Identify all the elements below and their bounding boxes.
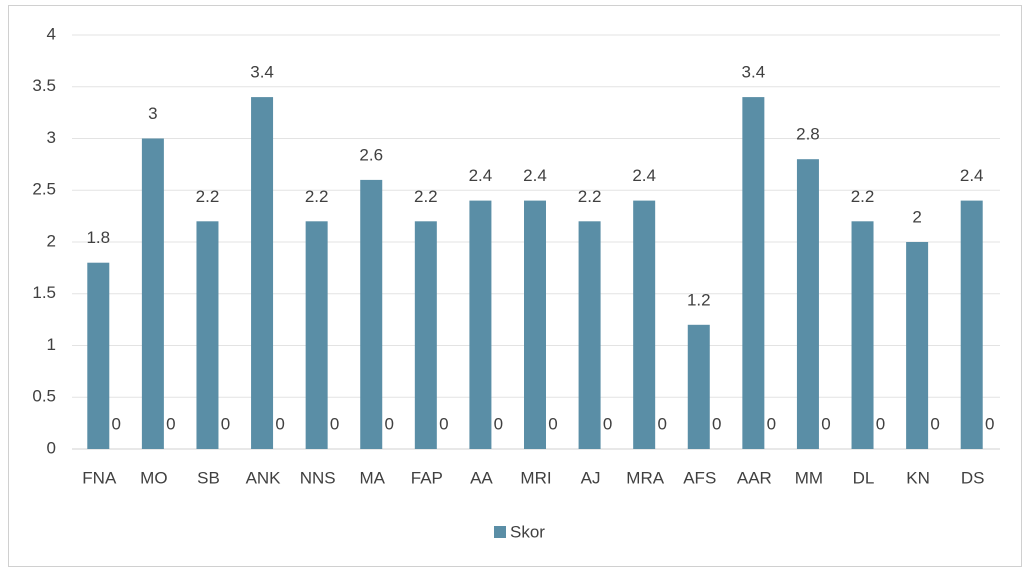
- y-tick-label: 2: [47, 231, 56, 250]
- data-label: 0: [821, 414, 830, 433]
- bar: [251, 97, 274, 449]
- bar: [196, 221, 219, 449]
- data-label: 2.4: [632, 166, 656, 185]
- data-label: 0: [657, 414, 666, 433]
- data-label: 2.2: [305, 187, 329, 206]
- data-label: 0: [603, 414, 612, 433]
- data-label: 0: [494, 414, 503, 433]
- bar: [687, 324, 710, 449]
- bar: [305, 221, 328, 449]
- data-label: 0: [985, 414, 994, 433]
- x-tick-label: MM: [795, 468, 823, 487]
- y-tick-label: 1: [47, 335, 56, 354]
- bar: [87, 262, 110, 449]
- data-label: 3.4: [742, 63, 766, 82]
- data-label: 2.2: [851, 187, 875, 206]
- data-label: 2: [912, 207, 921, 226]
- x-tick-label: FNA: [82, 468, 117, 487]
- legend-swatch: [494, 526, 506, 538]
- data-label: 0: [112, 414, 121, 433]
- x-tick-label: NNS: [300, 468, 336, 487]
- x-tick-label: MA: [359, 468, 385, 487]
- data-label: 0: [275, 414, 284, 433]
- y-tick-label: 3: [47, 128, 56, 147]
- data-label: 0: [330, 414, 339, 433]
- bar: [524, 200, 546, 449]
- data-label: 0: [439, 414, 448, 433]
- bar: [414, 221, 437, 449]
- x-tick-label: MO: [140, 468, 167, 487]
- x-tick-label: AFS: [683, 468, 716, 487]
- data-label: 0: [930, 414, 939, 433]
- x-tick-label: FAP: [411, 468, 443, 487]
- bar: [796, 159, 819, 449]
- x-tick-label: AAR: [737, 468, 772, 487]
- data-label: 2.4: [960, 166, 984, 185]
- bar: [578, 221, 601, 449]
- x-tick-label: ANK: [246, 468, 282, 487]
- data-label: 0: [166, 414, 175, 433]
- data-label: 3.4: [250, 63, 274, 82]
- data-label: 0: [767, 414, 776, 433]
- x-tick-label: KN: [906, 468, 930, 487]
- data-label: 2.4: [523, 166, 547, 185]
- bar: [141, 138, 164, 449]
- data-label: 2.2: [578, 187, 602, 206]
- y-tick-label: 1.5: [32, 283, 56, 302]
- x-tick-label: AA: [470, 468, 493, 487]
- bar: [469, 200, 492, 449]
- data-label: 0: [548, 414, 557, 433]
- data-label: 0: [221, 414, 230, 433]
- x-tick-label: DS: [961, 468, 985, 487]
- data-label: 0: [712, 414, 721, 433]
- x-tick-label: DL: [853, 468, 875, 487]
- y-tick-label: 4: [47, 24, 56, 43]
- bar: [960, 200, 983, 449]
- y-tick-label: 0.5: [32, 387, 56, 406]
- y-tick-label: 3.5: [32, 76, 56, 95]
- x-tick-label: MRA: [626, 468, 664, 487]
- data-label: 1.2: [687, 290, 711, 309]
- data-label: 2.4: [469, 166, 493, 185]
- bar: [742, 97, 765, 449]
- x-tick-label: MRI: [520, 468, 551, 487]
- data-label: 2.6: [359, 145, 383, 164]
- legend-label: Skor: [510, 522, 545, 541]
- bar: [851, 221, 874, 449]
- bar: [906, 242, 929, 449]
- x-tick-label: SB: [197, 468, 220, 487]
- bar: [360, 179, 383, 449]
- x-tick-label: AJ: [581, 468, 601, 487]
- data-label: 0: [385, 414, 394, 433]
- y-tick-label: 2.5: [32, 180, 56, 199]
- data-label: 0: [876, 414, 885, 433]
- bar: [633, 200, 656, 449]
- y-tick-label: 0: [47, 438, 56, 457]
- data-label: 3: [148, 104, 157, 123]
- data-label: 1.8: [86, 228, 110, 247]
- data-label: 2.2: [414, 187, 438, 206]
- data-label: 2.2: [196, 187, 220, 206]
- data-label: 2.8: [796, 125, 820, 144]
